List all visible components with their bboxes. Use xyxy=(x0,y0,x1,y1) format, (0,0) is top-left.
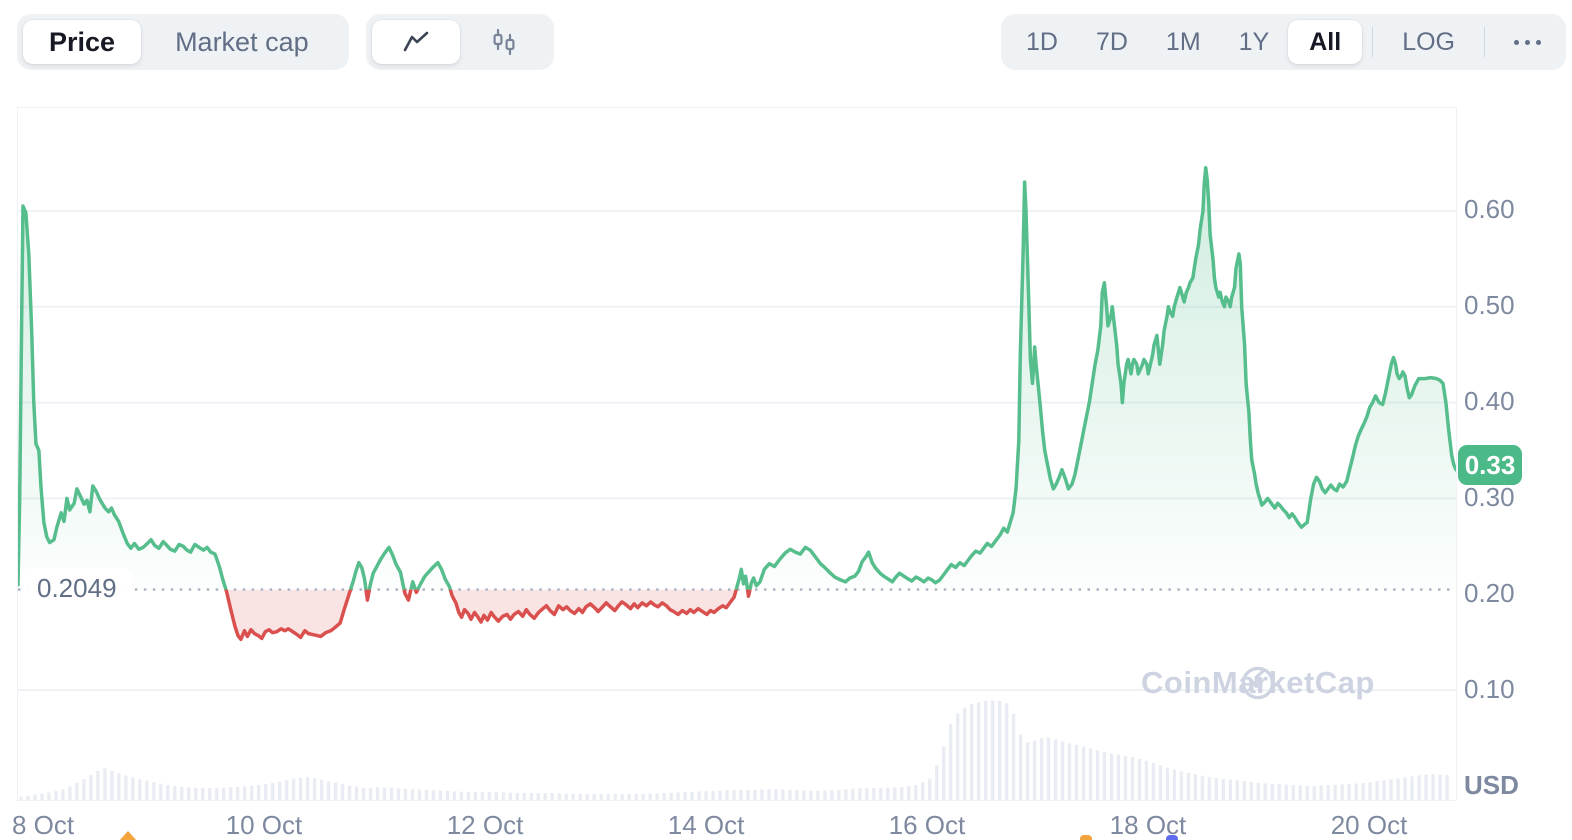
range-7d-button[interactable]: 7D xyxy=(1077,20,1147,64)
x-axis-label: 16 Oct xyxy=(888,810,966,840)
more-options-button[interactable] xyxy=(1495,20,1560,64)
range-1y-button[interactable]: 1Y xyxy=(1220,20,1289,64)
candlestick-icon[interactable] xyxy=(460,20,548,64)
price-line-down xyxy=(224,589,752,642)
divider xyxy=(1372,27,1374,57)
x-axis-label: 10 Oct xyxy=(225,810,303,840)
range-all-button[interactable]: All xyxy=(1288,20,1363,64)
y-axis-label: 0.50 xyxy=(1464,290,1515,320)
y-axis-label: 0.60 xyxy=(1464,194,1515,224)
y-axis-label: 0.10 xyxy=(1464,674,1515,704)
range-toggle-group: 1D 7D 1M 1Y All LOG xyxy=(1000,14,1566,70)
log-scale-button[interactable]: LOG xyxy=(1383,20,1474,64)
price-chart-canvas[interactable] xyxy=(18,108,1456,800)
x-axis-label: 12 Oct xyxy=(446,810,524,840)
price-area-up xyxy=(18,167,1456,590)
timeline-slider-handle[interactable] xyxy=(119,831,137,840)
price-area-down xyxy=(18,589,1456,640)
baseline-price-label: 0.2049 xyxy=(22,568,132,609)
volume-bars xyxy=(19,700,1449,800)
line-chart-glyph xyxy=(403,31,429,52)
x-axis-label: 14 Oct xyxy=(667,810,745,840)
metric-toggle-group: Price Market cap xyxy=(17,14,349,70)
price-line-up xyxy=(18,165,1456,590)
timeline-marker-orange xyxy=(1080,835,1092,840)
range-1d-button[interactable]: 1D xyxy=(1007,20,1077,64)
y-axis-label: 0.20 xyxy=(1464,578,1515,608)
y-axis-label: 0.30 xyxy=(1464,482,1515,512)
currency-label: USD xyxy=(1464,770,1519,800)
tab-market-cap[interactable]: Market cap xyxy=(141,20,343,64)
x-axis-label: 18 Oct xyxy=(1109,810,1187,840)
price-chart-plot-area[interactable]: CoinMarketCap 0.2049 xyxy=(17,107,1457,801)
ellipsis-icon xyxy=(1514,39,1541,45)
tab-price[interactable]: Price xyxy=(23,20,142,64)
chart-type-toggle-group xyxy=(366,14,554,70)
x-axis-label: 20 Oct xyxy=(1330,810,1408,840)
candlestick-glyph xyxy=(493,28,515,56)
divider xyxy=(1484,27,1485,57)
current-price-badge: 0.33 xyxy=(1458,445,1522,485)
line-chart-icon[interactable] xyxy=(372,20,460,64)
range-1m-button[interactable]: 1M xyxy=(1147,20,1220,64)
timeline-marker-blue xyxy=(1166,835,1178,840)
y-axis-label: 0.40 xyxy=(1464,386,1515,416)
x-axis-label: 8 Oct xyxy=(12,810,75,840)
